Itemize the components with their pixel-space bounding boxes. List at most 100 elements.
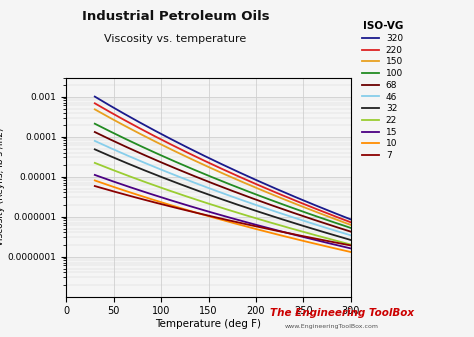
46 — [244, 200, 250, 204]
68 — [244, 194, 249, 198]
Text: Industrial Petroleum Oils: Industrial Petroleum Oils — [82, 10, 269, 23]
22 — [249, 215, 255, 219]
150 — [348, 223, 354, 227]
15 — [324, 241, 329, 245]
Text: Viscosity vs. temperature: Viscosity vs. temperature — [104, 34, 246, 44]
100 — [249, 191, 255, 195]
100 — [244, 189, 249, 193]
15 — [249, 221, 255, 225]
10 — [249, 226, 255, 230]
46 — [92, 139, 98, 143]
320 — [324, 208, 329, 212]
10 — [93, 179, 99, 183]
100 — [244, 189, 250, 193]
Line: 32: 32 — [95, 149, 351, 240]
15 — [244, 220, 249, 224]
100 — [308, 212, 313, 216]
150 — [324, 214, 329, 218]
68 — [324, 222, 329, 226]
68 — [93, 130, 99, 134]
10 — [324, 244, 329, 248]
150 — [308, 208, 313, 212]
150 — [93, 108, 99, 112]
Line: 150: 150 — [95, 109, 351, 225]
32 — [324, 231, 329, 235]
X-axis label: Temperature (deg F): Temperature (deg F) — [155, 319, 262, 329]
46 — [308, 221, 313, 225]
7 — [92, 184, 98, 188]
46 — [249, 202, 255, 206]
Line: 220: 220 — [95, 103, 351, 222]
22 — [324, 236, 329, 240]
Line: 15: 15 — [95, 175, 351, 248]
100 — [324, 218, 329, 222]
220 — [324, 211, 329, 215]
68 — [244, 194, 250, 198]
Text: The Engineering ToolBox: The Engineering ToolBox — [270, 308, 414, 318]
68 — [92, 130, 98, 134]
Line: 320: 320 — [95, 97, 351, 219]
32 — [249, 207, 255, 211]
15 — [92, 173, 98, 177]
7 — [244, 222, 250, 226]
15 — [93, 173, 99, 177]
Line: 22: 22 — [95, 163, 351, 245]
220 — [244, 178, 250, 182]
22 — [348, 243, 354, 247]
22 — [93, 161, 99, 165]
22 — [92, 161, 98, 165]
Line: 7: 7 — [95, 186, 351, 245]
220 — [244, 178, 249, 182]
10 — [244, 224, 249, 228]
46 — [93, 139, 99, 143]
46 — [244, 200, 249, 204]
10 — [244, 225, 250, 229]
320 — [249, 176, 255, 180]
Y-axis label: Viscosity (Reyns, lb s /in2): Viscosity (Reyns, lb s /in2) — [0, 128, 5, 246]
100 — [92, 122, 98, 126]
7 — [93, 184, 99, 188]
32 — [92, 147, 98, 151]
7 — [324, 239, 329, 243]
68 — [249, 196, 255, 200]
320 — [244, 174, 250, 178]
220 — [308, 205, 313, 209]
46 — [348, 233, 354, 237]
Legend: 320, 220, 150, 100, 68, 46, 32, 22, 15, 10, 7: 320, 220, 150, 100, 68, 46, 32, 22, 15, … — [363, 21, 403, 160]
22 — [244, 214, 250, 218]
220 — [348, 220, 354, 224]
220 — [93, 102, 99, 106]
150 — [244, 182, 249, 186]
7 — [249, 223, 255, 227]
32 — [348, 238, 354, 242]
320 — [93, 95, 99, 99]
68 — [308, 217, 313, 221]
22 — [244, 213, 249, 217]
Line: 46: 46 — [95, 141, 351, 235]
32 — [93, 148, 99, 152]
100 — [348, 226, 354, 230]
100 — [93, 122, 99, 126]
320 — [348, 217, 354, 221]
320 — [92, 95, 98, 99]
7 — [244, 222, 249, 226]
320 — [308, 201, 313, 205]
Line: 68: 68 — [95, 132, 351, 232]
10 — [348, 250, 354, 254]
7 — [308, 236, 313, 240]
150 — [249, 184, 255, 188]
220 — [92, 101, 98, 105]
150 — [244, 182, 250, 186]
32 — [244, 206, 250, 210]
10 — [308, 241, 313, 245]
15 — [308, 237, 313, 241]
32 — [244, 206, 249, 210]
7 — [348, 243, 354, 247]
68 — [348, 229, 354, 234]
150 — [92, 107, 98, 111]
Line: 100: 100 — [95, 124, 351, 228]
15 — [348, 246, 354, 250]
46 — [324, 226, 329, 230]
220 — [249, 180, 255, 184]
15 — [244, 220, 250, 224]
